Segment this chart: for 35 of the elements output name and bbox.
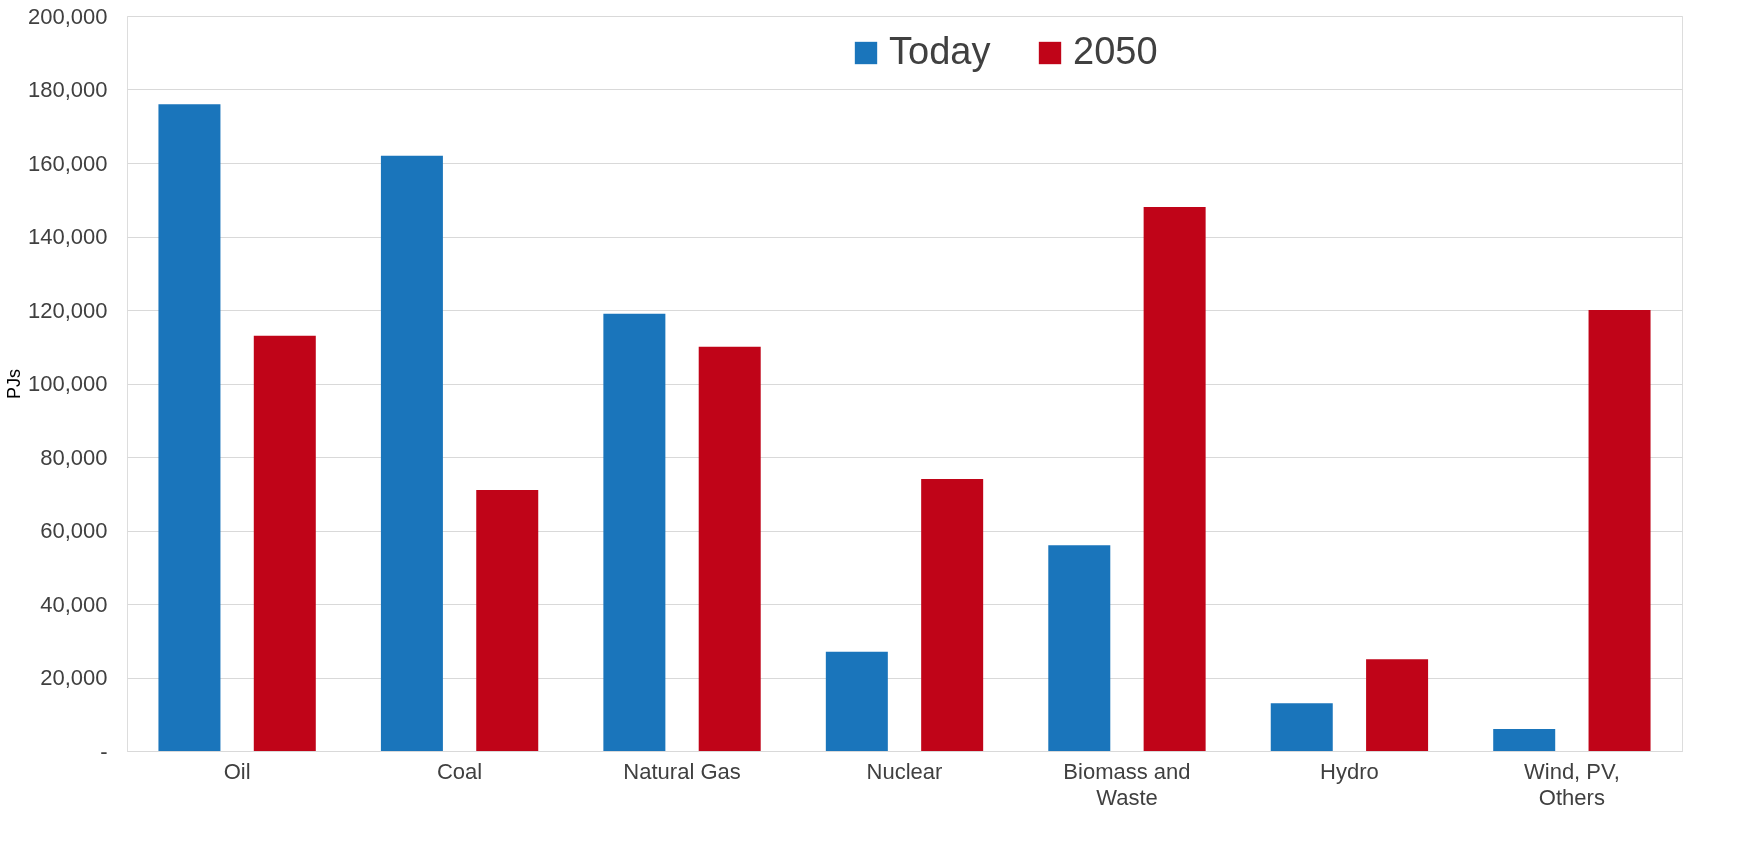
y-axis-title: PJs xyxy=(3,368,24,400)
bar xyxy=(158,104,221,751)
y-tick-label: 80,000 xyxy=(40,444,108,470)
y-tick-label: 40,000 xyxy=(40,591,108,617)
bar xyxy=(1048,545,1111,751)
bar xyxy=(1270,703,1333,751)
x-tick-label: Biomass and Waste xyxy=(1063,758,1191,810)
y-tick-label: 200,000 xyxy=(27,3,108,29)
x-tick-label: Hydro xyxy=(1320,758,1379,784)
y-tick-label: - xyxy=(100,738,108,764)
bar xyxy=(921,479,984,751)
bar xyxy=(825,651,888,751)
y-tick-label: 60,000 xyxy=(40,518,108,543)
x-tick-label: Wind, PV, Others xyxy=(1523,758,1620,810)
y-tick-label: 180,000 xyxy=(27,77,108,102)
y-tick-label: 140,000 xyxy=(27,224,108,249)
bar xyxy=(1588,310,1651,751)
bar xyxy=(1143,207,1206,751)
bar xyxy=(253,335,316,751)
x-tick-label: Nuclear xyxy=(866,758,943,784)
y-tick-label: 20,000 xyxy=(40,665,108,690)
y-tick-label: 160,000 xyxy=(27,150,108,176)
bar xyxy=(1366,659,1429,751)
x-tick-label: Oil xyxy=(223,758,251,784)
bar xyxy=(476,490,539,751)
y-tick-label: 100,000 xyxy=(27,371,108,396)
bar xyxy=(603,313,666,751)
x-tick-label: Natural Gas xyxy=(623,758,741,784)
bar xyxy=(380,155,443,751)
legend-label: 2050 xyxy=(1073,30,1158,72)
y-tick-label: 120,000 xyxy=(27,297,108,323)
bar xyxy=(1493,728,1556,751)
x-tick-label: Coal xyxy=(436,758,483,784)
legend-label: Today xyxy=(889,30,991,72)
bar xyxy=(698,346,761,751)
